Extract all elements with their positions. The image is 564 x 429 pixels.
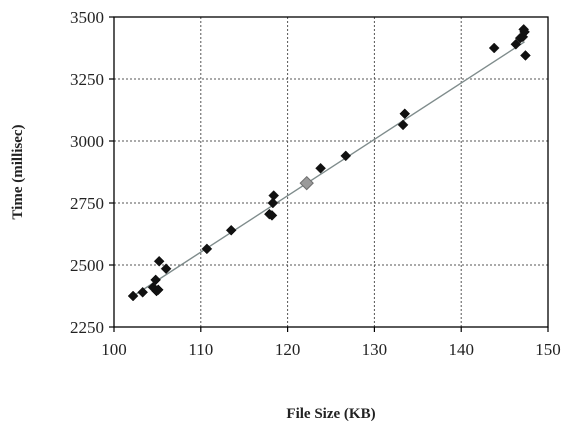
y-tick-label: 2750 [70, 194, 104, 213]
data-point [519, 26, 530, 38]
y-tick-label: 3250 [70, 70, 104, 89]
x-tick-label: 130 [362, 340, 388, 359]
trendline [130, 41, 525, 298]
data-point [340, 150, 352, 162]
x-tick-label: 110 [188, 340, 213, 359]
x-tick-label: 100 [101, 340, 127, 359]
y-tick-label: 3500 [70, 8, 104, 27]
data-point [267, 197, 279, 209]
tick-labels: 100 110 120 130 140 150 2250 2500 2750 3000 3250 35… [70, 8, 561, 359]
data-point [488, 42, 500, 54]
grid [114, 17, 548, 327]
data-point [150, 274, 162, 286]
y-axis-title: Time (millisec) [10, 124, 26, 219]
data-points [127, 24, 531, 302]
data-point [153, 255, 165, 267]
data-point [266, 210, 278, 221]
axes [109, 16, 549, 332]
y-tick-label: 2500 [70, 256, 104, 275]
data-point [397, 119, 409, 131]
data-point [315, 162, 326, 174]
x-axis-title: File Size (KB) [286, 406, 375, 422]
y-tick-label: 3000 [70, 132, 104, 151]
data-point [127, 290, 139, 302]
data-point [520, 50, 531, 61]
x-tick-label: 120 [275, 340, 301, 359]
data-point [510, 38, 522, 50]
plot-frame [113, 16, 549, 328]
x-tick-label: 140 [448, 340, 474, 359]
data-point [152, 284, 164, 296]
data-point [225, 224, 237, 236]
highlight-data-point [299, 175, 314, 191]
data-point [268, 190, 280, 201]
data-point [201, 243, 213, 255]
y-tick-label: 2250 [70, 318, 104, 337]
data-point [399, 108, 411, 120]
x-tick-label: 150 [535, 340, 561, 359]
trendline-group [130, 41, 525, 298]
data-point [160, 263, 172, 275]
data-point [137, 286, 148, 298]
